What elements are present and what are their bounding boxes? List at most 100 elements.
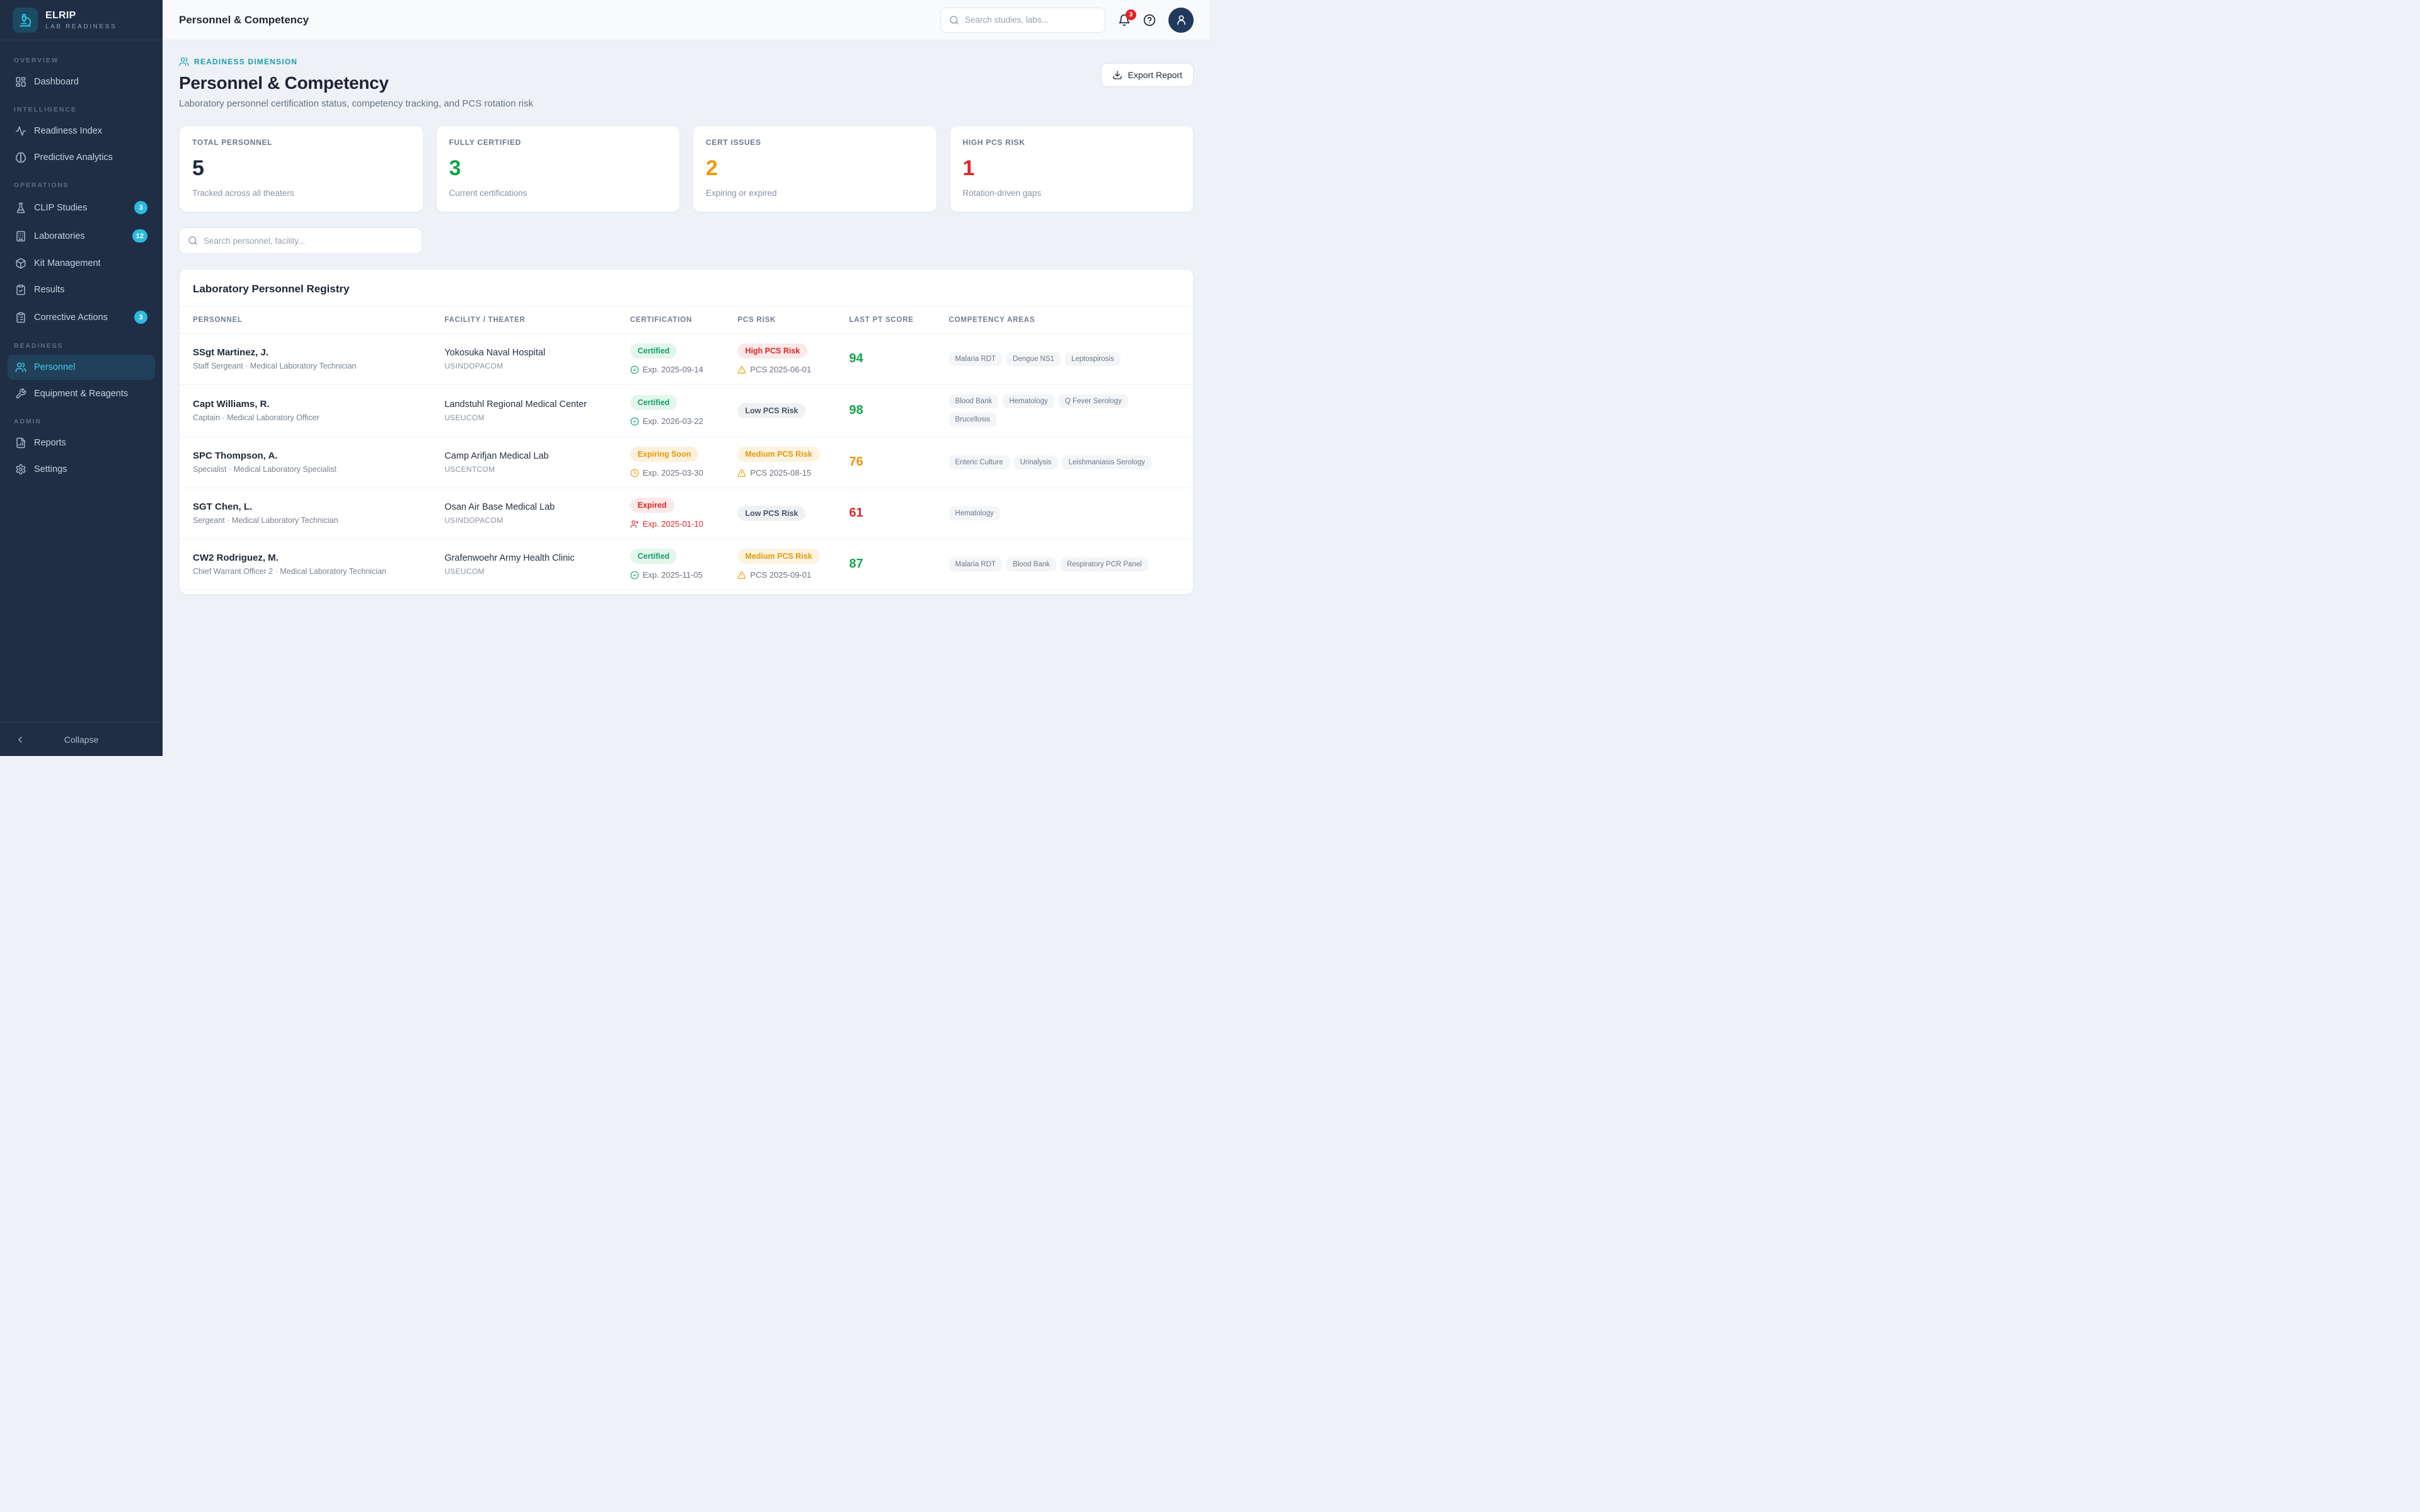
personnel-role: Chief Warrant Officer 2 · Medical Labora… bbox=[193, 567, 386, 576]
chevron-left-icon bbox=[15, 735, 25, 745]
sidebar-item-clip-studies[interactable]: CLIP Studies 3 bbox=[8, 194, 155, 221]
personnel-name: CW2 Rodriguez, M. bbox=[193, 553, 279, 563]
personnel-name: SPC Thompson, A. bbox=[193, 450, 278, 461]
personnel-role: Specialist · Medical Laboratory Speciali… bbox=[193, 465, 337, 474]
collapse-label: Collapse bbox=[64, 734, 99, 745]
collapse-button[interactable]: Collapse bbox=[0, 722, 163, 756]
sidebar-item-laboratories[interactable]: Laboratories 12 bbox=[8, 222, 155, 249]
help-button[interactable] bbox=[1143, 14, 1156, 26]
pcs-date: PCS 2025-06-01 bbox=[750, 365, 812, 374]
competency-tag: Urinalysis bbox=[1013, 455, 1058, 469]
column-header-facility-theater: FACILITY / THEATER bbox=[444, 316, 526, 324]
sidebar-item-reports[interactable]: Reports bbox=[8, 430, 155, 455]
sidebar-item-predictive-analytics[interactable]: Predictive Analytics bbox=[8, 145, 155, 170]
personnel-role: Sergeant · Medical Laboratory Technician bbox=[193, 516, 338, 525]
personnel-search[interactable] bbox=[179, 227, 422, 254]
warning-triangle-icon bbox=[737, 365, 746, 374]
stat-card-fully-certified: FULLY CERTIFIED 3 Current certifications bbox=[435, 125, 680, 212]
export-report-label: Export Report bbox=[1127, 70, 1182, 80]
pcs-risk-badge: Medium PCS Risk bbox=[737, 549, 820, 564]
sidebar-item-readiness-index[interactable]: Readiness Index bbox=[8, 118, 155, 144]
global-search[interactable] bbox=[940, 7, 1105, 33]
users-icon bbox=[15, 362, 26, 373]
table-row: Capt Williams, R. Captain · Medical Labor… bbox=[180, 385, 1193, 437]
brand-tagline: LAB READINESS bbox=[45, 23, 117, 30]
competency-tag: Brucellosis bbox=[948, 413, 997, 427]
stat-value: 2 bbox=[706, 156, 718, 180]
stat-card-total-personnel: TOTAL PERSONNEL 5 Tracked across all theat… bbox=[179, 125, 424, 212]
pcs-date: PCS 2025-08-15 bbox=[750, 468, 812, 478]
microscope-icon bbox=[18, 13, 32, 27]
cert-expiry-date: Exp. 2025-11-05 bbox=[642, 570, 703, 580]
nav-badge: 12 bbox=[132, 229, 147, 243]
personnel-name: SSgt Martinez, J. bbox=[193, 347, 269, 358]
sidebar-item-personnel[interactable]: Personnel bbox=[8, 355, 155, 380]
top-bar: Personnel & Competency 3 bbox=[163, 0, 1210, 40]
personnel-search-input[interactable] bbox=[204, 236, 413, 246]
user-avatar[interactable] bbox=[1168, 7, 1194, 33]
brand: ELRIP LAB READINESS bbox=[0, 0, 163, 40]
breadcrumb: READINESS DIMENSION bbox=[179, 57, 533, 67]
stat-label: TOTAL PERSONNEL bbox=[192, 138, 273, 147]
sidebar-item-label: Laboratories bbox=[34, 231, 85, 241]
file-chart-icon bbox=[15, 437, 26, 449]
pcs-risk-badge: Low PCS Risk bbox=[737, 505, 806, 521]
competency-tag: Q Fever Serology bbox=[1058, 394, 1128, 408]
sidebar-item-kit-management[interactable]: Kit Management bbox=[8, 251, 155, 276]
competency-tags: Enteric Culture Urinalysis Leishmaniasis S… bbox=[948, 455, 1180, 469]
nav-section-label: OPERATIONS bbox=[14, 181, 69, 189]
global-search-input[interactable] bbox=[965, 15, 1097, 25]
warning-triangle-icon bbox=[737, 571, 746, 580]
sidebar-item-corrective-actions[interactable]: Corrective Actions 3 bbox=[8, 304, 155, 331]
theater-name: USEUCOM bbox=[444, 413, 485, 422]
personnel-name: Capt Williams, R. bbox=[193, 399, 270, 410]
stat-desc: Rotation-driven gaps bbox=[962, 188, 1042, 198]
pcs-risk-badge: Medium PCS Risk bbox=[737, 447, 820, 462]
sidebar-item-label: Settings bbox=[34, 464, 67, 474]
competency-tag: Dengue NS1 bbox=[1006, 352, 1061, 366]
sidebar-item-results[interactable]: Results bbox=[8, 277, 155, 302]
notifications-button[interactable]: 3 bbox=[1118, 9, 1136, 26]
sidebar: ELRIP LAB READINESS OVERVIEW Dashboard INT… bbox=[0, 0, 163, 756]
certification-badge: Expiring Soon bbox=[630, 447, 699, 462]
stat-desc: Tracked across all theaters bbox=[192, 188, 294, 198]
stat-desc: Current certifications bbox=[449, 188, 527, 198]
sidebar-item-dashboard[interactable]: Dashboard bbox=[8, 69, 155, 94]
certification-badge: Expired bbox=[630, 498, 674, 513]
cert-expiry-date: Exp. 2025-09-14 bbox=[642, 365, 703, 374]
competency-tag: Hematology bbox=[1003, 394, 1054, 408]
sidebar-item-settings[interactable]: Settings bbox=[8, 457, 155, 482]
nav-badge: 3 bbox=[134, 311, 147, 324]
clipboard-check-icon bbox=[15, 284, 26, 295]
stat-label: CERT ISSUES bbox=[706, 138, 761, 147]
search-icon bbox=[188, 236, 198, 246]
certification-badge: Certified bbox=[630, 343, 677, 358]
facility-name: Landstuhl Regional Medical Center bbox=[444, 399, 587, 410]
facility-name: Grafenwoehr Army Health Clinic bbox=[444, 553, 575, 563]
table-body: SSgt Martinez, J. Staff Sergeant · Medica… bbox=[180, 334, 1193, 590]
competency-tags: Malaria RDT Blood Bank Respiratory PCR Pan… bbox=[948, 557, 1180, 571]
clipboard-list-icon bbox=[15, 312, 26, 323]
pcs-risk-badge: Low PCS Risk bbox=[737, 403, 806, 418]
pcs-date: PCS 2025-09-01 bbox=[750, 570, 812, 580]
personnel-name: SGT Chen, L. bbox=[193, 501, 253, 512]
activity-icon bbox=[15, 125, 26, 137]
facility-name: Yokosuka Naval Hospital bbox=[444, 347, 546, 358]
column-header-certification: CERTIFICATION bbox=[630, 316, 693, 324]
sidebar-item-equipment-and-reagents[interactable]: Equipment & Reagents bbox=[8, 381, 155, 406]
user-icon bbox=[1175, 14, 1187, 26]
download-icon bbox=[1112, 70, 1122, 80]
facility-name: Camp Arifjan Medical Lab bbox=[444, 450, 549, 461]
competency-tag: Malaria RDT bbox=[948, 352, 1003, 366]
check-circle-icon bbox=[630, 365, 639, 374]
certification-badge: Certified bbox=[630, 549, 677, 564]
theater-name: USINDOPACOM bbox=[444, 515, 504, 525]
stat-label: FULLY CERTIFIED bbox=[449, 138, 522, 147]
stat-card-high-pcs-risk: HIGH PCS RISK 1 Rotation-driven gaps bbox=[949, 125, 1194, 212]
export-report-button[interactable]: Export Report bbox=[1100, 63, 1194, 87]
main-area: Personnel & Competency 3 bbox=[163, 0, 1210, 756]
competency-tag: Blood Bank bbox=[948, 394, 999, 408]
wrench-icon bbox=[15, 388, 26, 399]
competency-tag: Respiratory PCR Panel bbox=[1060, 557, 1148, 571]
bell-icon bbox=[1118, 14, 1131, 26]
